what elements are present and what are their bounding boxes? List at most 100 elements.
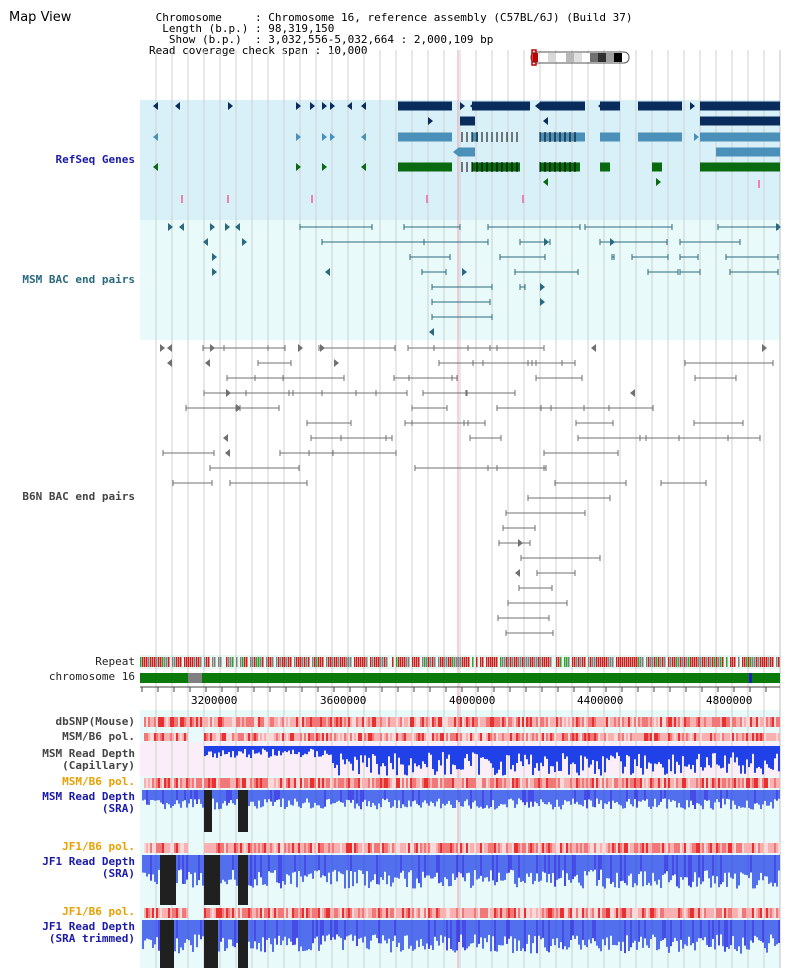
b6n-bac-label[interactable]: B6N BAC end pairs <box>22 490 135 503</box>
depth-bar <box>736 790 738 809</box>
repeat-element <box>494 657 496 667</box>
depth-bar <box>396 920 398 948</box>
polymorphism-cell <box>758 717 760 727</box>
msm-depth-sra-label[interactable]: MSM Read Depth (SRA) <box>42 790 135 815</box>
polymorphism-cell <box>392 733 394 741</box>
polymorphism-cell <box>326 733 328 741</box>
depth-bar <box>750 790 752 810</box>
depth-bar <box>416 920 418 941</box>
jf1-depth-trimmed-label[interactable]: JF1 Read Depth (SRA trimmed) <box>42 920 135 945</box>
polymorphism-cell <box>368 843 370 853</box>
polymorphism-cell <box>400 717 402 727</box>
depth-bar <box>736 746 738 758</box>
polymorphism-cell <box>718 908 720 918</box>
polymorphism-cell <box>148 733 150 741</box>
polymorphism-cell <box>144 733 146 741</box>
polymorphism-cell <box>146 908 148 918</box>
depth-gap-bar <box>238 920 240 968</box>
refseq-label[interactable]: RefSeq Genes <box>55 153 135 166</box>
polymorphism-cell <box>400 733 402 741</box>
polymorphism-cell <box>312 717 314 727</box>
polymorphism-cell <box>582 778 584 788</box>
polymorphism-cell <box>274 717 276 727</box>
polymorphism-cell <box>766 843 768 853</box>
depth-bar <box>698 746 700 754</box>
depth-bar <box>216 790 218 803</box>
polymorphism-cell <box>724 908 726 918</box>
jf1-b6-pol-label-2[interactable]: JF1/B6 pol. <box>62 905 135 918</box>
polymorphism-cell <box>482 733 484 741</box>
depth-bar <box>400 855 402 873</box>
dbsnp-label[interactable]: dbSNP(Mouse) <box>55 715 135 728</box>
depth-bar <box>298 746 300 753</box>
polymorphism-cell <box>336 733 338 741</box>
depth-bar <box>218 920 220 952</box>
gene-strand-arrow <box>361 133 366 141</box>
polymorphism-cell <box>448 733 450 741</box>
depth-bar <box>256 920 258 950</box>
depth-bar <box>450 790 452 805</box>
polymorphism-cell <box>192 778 194 788</box>
repeat-element <box>600 657 602 667</box>
msm-b6-pol-label-2[interactable]: MSM/B6 pol. <box>62 775 135 788</box>
repeat-element <box>260 657 262 667</box>
polymorphism-cell <box>174 843 176 853</box>
repeat-element <box>368 657 370 667</box>
msm-bac-label[interactable]: MSM BAC end pairs <box>22 273 135 286</box>
repeat-element <box>170 657 172 667</box>
depth-bar <box>720 790 722 809</box>
depth-bar <box>612 790 614 801</box>
depth-gap-bar <box>208 855 210 905</box>
polymorphism-cell <box>604 908 606 918</box>
polymorphism-cell <box>776 843 778 853</box>
depth-bar <box>672 746 674 755</box>
polymorphism-cell <box>430 778 432 788</box>
polymorphism-cell <box>630 908 632 918</box>
polymorphism-cell <box>496 717 498 727</box>
polymorphism-cell <box>346 843 348 853</box>
depth-bar <box>640 746 642 769</box>
polymorphism-cell <box>146 717 148 727</box>
jf1-b6-pol-label-1[interactable]: JF1/B6 pol. <box>62 840 135 853</box>
refseq-marker <box>181 195 183 203</box>
polymorphism-cell <box>452 843 454 853</box>
depth-bar <box>756 746 758 769</box>
gene-strand-arrow <box>223 434 228 442</box>
polymorphism-cell <box>236 778 238 788</box>
depth-bar <box>362 790 364 802</box>
polymorphism-cell <box>504 733 506 741</box>
depth-bar <box>744 746 746 774</box>
msm-b6-pol-label-1[interactable]: MSM/B6 pol. <box>62 730 135 743</box>
depth-bar <box>464 746 466 759</box>
polymorphism-cell <box>594 717 596 727</box>
polymorphism-cell <box>548 717 550 727</box>
depth-bar <box>444 746 446 775</box>
depth-bar <box>448 790 450 801</box>
depth-bar <box>322 855 324 876</box>
polymorphism-cell <box>502 733 504 741</box>
repeat-element <box>290 657 292 667</box>
depth-bar <box>770 920 772 935</box>
depth-bar <box>670 855 672 881</box>
polymorphism-cell <box>150 717 152 727</box>
depth-bar <box>350 855 352 872</box>
polymorphism-cell <box>296 908 298 918</box>
depth-bar <box>406 855 408 888</box>
repeat-element <box>580 657 582 667</box>
msm-depth-capillary-label[interactable]: MSM Read Depth (Capillary) <box>42 747 135 772</box>
depth-bar <box>290 790 292 805</box>
depth-bar <box>730 790 732 810</box>
depth-bar <box>404 920 406 936</box>
depth-bar <box>372 790 374 804</box>
gene-strand-arrow <box>330 102 335 110</box>
polymorphism-cell <box>606 843 608 853</box>
polymorphism-cell <box>272 717 274 727</box>
jf1-depth-sra-label[interactable]: JF1 Read Depth (SRA) <box>42 855 135 880</box>
polymorphism-cell <box>438 733 440 741</box>
depth-bar <box>638 920 640 942</box>
polymorphism-cell <box>254 778 256 788</box>
polymorphism-cell <box>264 908 266 918</box>
depth-bar <box>326 920 328 936</box>
depth-gap-bar <box>204 855 206 905</box>
